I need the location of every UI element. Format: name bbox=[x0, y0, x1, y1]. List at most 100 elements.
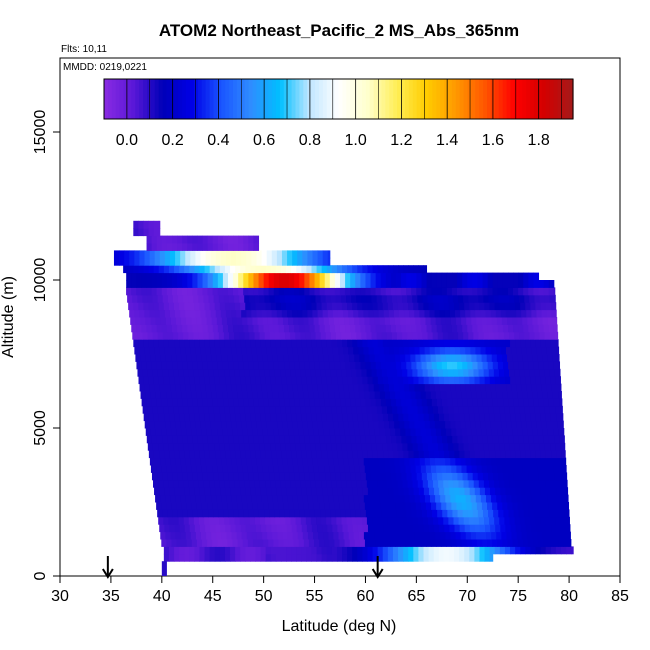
heatmap-cell bbox=[418, 339, 425, 348]
heatmap-cell bbox=[210, 524, 216, 533]
heatmap-cell bbox=[424, 346, 431, 355]
heatmap-cell bbox=[341, 516, 348, 525]
heatmap-cell bbox=[472, 272, 478, 281]
heatmap-cell bbox=[355, 509, 362, 518]
heatmap-cell bbox=[457, 398, 463, 407]
heatmap-cell bbox=[399, 531, 406, 540]
heatmap-cell bbox=[475, 457, 482, 466]
heatmap-cell bbox=[356, 442, 363, 451]
heatmap-cell bbox=[431, 287, 438, 296]
heatmap-cell bbox=[190, 420, 197, 429]
heatmap-cell bbox=[555, 479, 561, 488]
heatmap-cell bbox=[395, 324, 402, 333]
heatmap-cell bbox=[452, 398, 458, 407]
heatmap-cell bbox=[377, 413, 384, 422]
heatmap-cell bbox=[397, 479, 403, 488]
heatmap-cell bbox=[140, 391, 147, 399]
heatmap-cell bbox=[305, 331, 311, 340]
heatmap-cell bbox=[278, 272, 285, 281]
heatmap-cell bbox=[435, 391, 442, 399]
heatmap-cell bbox=[137, 294, 143, 303]
colorbar-swatch bbox=[154, 79, 160, 119]
heatmap-cell bbox=[327, 524, 333, 533]
heatmap-cell bbox=[299, 435, 306, 444]
heatmap-cell bbox=[502, 324, 509, 333]
heatmap-cell bbox=[520, 546, 526, 555]
heatmap-cell bbox=[191, 317, 197, 325]
heatmap-cell bbox=[434, 420, 441, 429]
heatmap-cell bbox=[394, 531, 401, 540]
heatmap-cell bbox=[251, 420, 258, 429]
heatmap-cell bbox=[243, 435, 250, 444]
colorbar-swatch bbox=[385, 79, 390, 119]
heatmap-cell bbox=[133, 302, 139, 311]
colorbar-swatch bbox=[549, 79, 555, 119]
heatmap-cell bbox=[232, 539, 239, 547]
heatmap-cell bbox=[236, 531, 243, 540]
heatmap-cell bbox=[385, 361, 392, 370]
heatmap-cell bbox=[336, 302, 343, 311]
heatmap-cell bbox=[433, 553, 440, 562]
heatmap-cell bbox=[236, 383, 242, 392]
heatmap-cell bbox=[346, 405, 352, 414]
heatmap-cell bbox=[382, 553, 389, 562]
heatmap-cell bbox=[228, 435, 234, 444]
heatmap-cell bbox=[512, 391, 518, 399]
heatmap-cell bbox=[364, 428, 371, 436]
heatmap-cell bbox=[537, 391, 544, 399]
heatmap-cell bbox=[553, 502, 559, 510]
heatmap-cell bbox=[354, 539, 361, 547]
heatmap-cell bbox=[439, 450, 445, 459]
heatmap-cell bbox=[281, 250, 288, 259]
heatmap-cell bbox=[227, 391, 233, 399]
heatmap-cell bbox=[426, 539, 432, 547]
heatmap-cell bbox=[386, 509, 392, 518]
heatmap-cell bbox=[350, 272, 356, 281]
heatmap-cell bbox=[516, 457, 523, 466]
heatmap-cell bbox=[182, 435, 189, 444]
heatmap-cell bbox=[558, 539, 564, 547]
heatmap-cell bbox=[448, 479, 454, 488]
heatmap-cell bbox=[298, 502, 305, 510]
heatmap-cell bbox=[489, 546, 496, 555]
heatmap-cell bbox=[195, 531, 202, 540]
heatmap-cell bbox=[337, 309, 344, 318]
heatmap-cell bbox=[402, 405, 408, 414]
heatmap-cell bbox=[309, 280, 316, 288]
heatmap-cell bbox=[530, 339, 537, 348]
heatmap-cell bbox=[247, 428, 254, 436]
heatmap-cell bbox=[382, 546, 389, 555]
heatmap-cell bbox=[508, 294, 515, 303]
heatmap-cell bbox=[387, 553, 394, 562]
heatmap-cell bbox=[418, 376, 425, 385]
heatmap-cell bbox=[145, 354, 152, 362]
heatmap-cell bbox=[199, 339, 206, 348]
heatmap-cell bbox=[508, 361, 514, 370]
heatmap-cell bbox=[255, 524, 262, 533]
heatmap-cell bbox=[396, 398, 402, 407]
heatmap-cell bbox=[331, 302, 338, 311]
heatmap-cell bbox=[207, 235, 214, 244]
heatmap-cell bbox=[380, 398, 387, 407]
heatmap-cell bbox=[304, 272, 310, 281]
colorbar-tick-label: 1.2 bbox=[390, 132, 412, 149]
heatmap-cell bbox=[245, 376, 252, 385]
heatmap-cell bbox=[468, 405, 475, 414]
heatmap-cell bbox=[541, 494, 548, 503]
heatmap-cell bbox=[507, 354, 513, 362]
heatmap-cell bbox=[489, 413, 496, 422]
heatmap-cell bbox=[443, 479, 449, 488]
heatmap-cell bbox=[432, 368, 439, 377]
heatmap-cell bbox=[184, 546, 190, 555]
heatmap-cell bbox=[235, 413, 241, 422]
heatmap-cell bbox=[303, 391, 310, 399]
heatmap-cell bbox=[543, 398, 550, 407]
colorbar-swatch bbox=[365, 79, 371, 119]
heatmap-cell bbox=[155, 494, 161, 503]
heatmap-cell bbox=[200, 383, 207, 392]
heatmap-cell bbox=[296, 524, 303, 533]
heatmap-cell bbox=[326, 376, 333, 385]
heatmap-cell bbox=[202, 435, 209, 444]
heatmap-cell bbox=[531, 309, 537, 318]
heatmap-cell bbox=[192, 361, 199, 370]
